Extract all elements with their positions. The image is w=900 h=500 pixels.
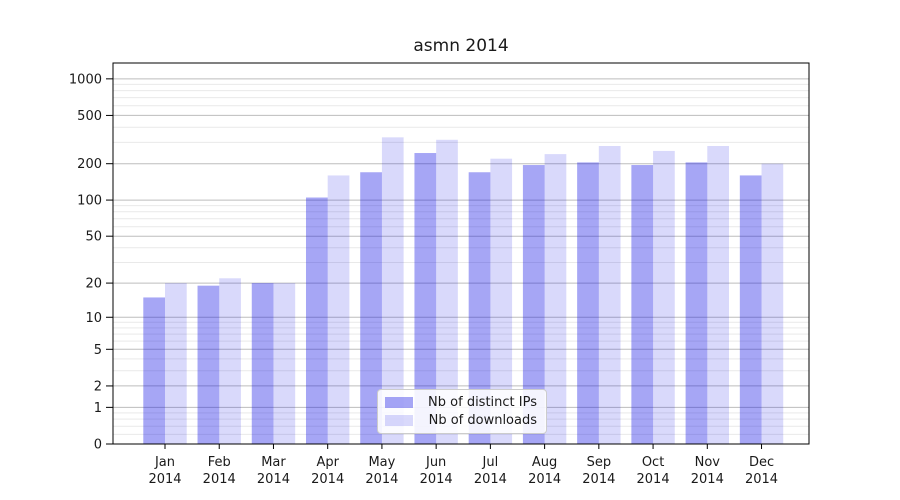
- legend-item-distinct-ips: Nb of distinct IPs: [385, 395, 537, 410]
- bar-downloads-jun: [436, 139, 458, 444]
- y-tick-label: 200: [77, 157, 102, 172]
- y-tick-label: 50: [85, 230, 102, 245]
- legend-label-distinct-ips: Nb of distinct IPs: [428, 395, 537, 410]
- legend-item-downloads: Nb of downloads: [385, 413, 537, 428]
- y-tick-label: 1000: [69, 72, 102, 87]
- x-tick-label-oct: Oct 2014: [637, 455, 670, 487]
- x-tick-label-dec: Dec 2014: [745, 455, 778, 487]
- x-tick-label-feb: Feb 2014: [203, 455, 236, 487]
- legend-swatch-distinct-ips: [385, 397, 413, 408]
- y-tick-label: 20: [85, 277, 102, 292]
- bar-downloads-mar: [273, 283, 296, 444]
- bar-distinct-ips-sep: [577, 162, 599, 444]
- bar-distinct-ips-jul: [468, 172, 491, 444]
- bar-distinct-ips-jun: [414, 153, 437, 444]
- x-tick-label-may: May 2014: [365, 455, 398, 487]
- bar-downloads-feb: [219, 278, 241, 444]
- legend-swatch-downloads: [385, 415, 413, 426]
- bar-downloads-sep: [598, 145, 621, 444]
- bar-downloads-jul: [490, 158, 513, 444]
- y-tick-label: 10: [85, 311, 102, 326]
- bar-distinct-ips-may: [360, 172, 382, 444]
- bar-distinct-ips-feb: [197, 285, 220, 444]
- bar-downloads-oct: [653, 150, 675, 444]
- y-tick-label: 100: [77, 194, 102, 209]
- bar-distinct-ips-oct: [631, 165, 654, 444]
- chart-title: asmn 2014: [413, 36, 509, 56]
- plot-border: [112, 62, 810, 445]
- bar-downloads-nov: [707, 145, 729, 444]
- bar-downloads-may: [381, 137, 404, 445]
- x-tick-label-jul: Jul 2014: [474, 455, 507, 487]
- y-tick-label: 2: [94, 379, 102, 394]
- x-tick-label-nov: Nov 2014: [691, 455, 724, 487]
- legend-box: Nb of distinct IPs Nb of downloads: [377, 389, 547, 434]
- bar-distinct-ips-dec: [739, 175, 762, 445]
- y-tick-label: 1: [94, 401, 102, 416]
- bar-distinct-ips-aug: [522, 165, 545, 444]
- bar-distinct-ips-jan: [143, 297, 165, 444]
- x-tick-label-mar: Mar 2014: [257, 455, 290, 487]
- bar-downloads-dec: [761, 163, 784, 444]
- x-tick-label-jan: Jan 2014: [148, 455, 181, 487]
- x-tick-label-apr: Apr 2014: [311, 455, 344, 487]
- x-tick-label-jun: Jun 2014: [420, 455, 453, 487]
- bar-downloads-aug: [544, 154, 567, 444]
- bar-distinct-ips-mar: [251, 283, 274, 444]
- y-tick-label: 5: [94, 343, 102, 358]
- y-tick-label: 0: [94, 438, 102, 453]
- bar-distinct-ips-nov: [685, 162, 708, 444]
- x-tick-label-aug: Aug 2014: [528, 455, 561, 487]
- x-tick-label-sep: Sep 2014: [582, 455, 615, 487]
- y-tick-label: 500: [77, 109, 102, 124]
- bar-downloads-apr: [327, 175, 350, 445]
- bar-downloads-jan: [165, 283, 187, 444]
- legend-label-downloads: Nb of downloads: [428, 413, 537, 428]
- bar-distinct-ips-apr: [305, 197, 328, 444]
